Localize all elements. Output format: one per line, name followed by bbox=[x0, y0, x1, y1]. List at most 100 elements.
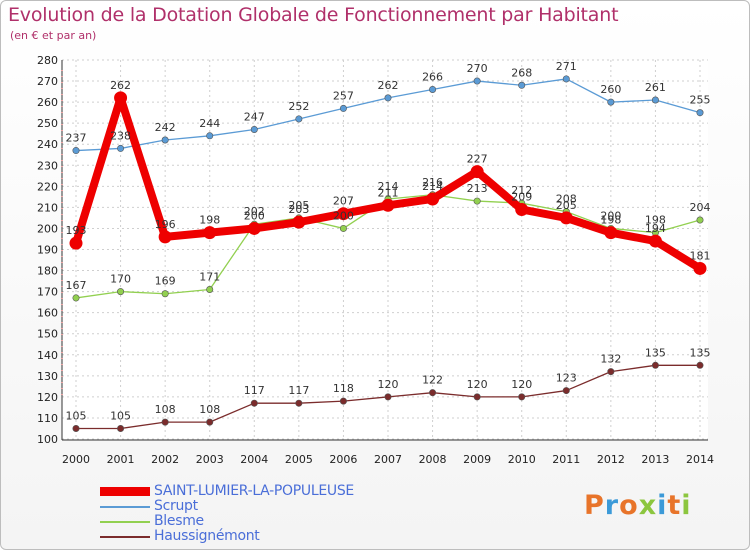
data-label: 120 bbox=[378, 378, 399, 391]
data-point bbox=[473, 197, 481, 205]
y-tick-label: 170 bbox=[37, 286, 58, 299]
y-tick-label: 100 bbox=[37, 433, 58, 446]
legend-label: SAINT-LUMIER-LA-POPULEUSE bbox=[154, 483, 354, 499]
y-tick-label: 230 bbox=[37, 159, 58, 172]
x-tick-label: 2008 bbox=[419, 453, 447, 466]
data-point bbox=[384, 393, 392, 401]
logo-letter: t bbox=[667, 490, 682, 521]
data-point bbox=[518, 81, 526, 89]
data-point bbox=[426, 192, 440, 206]
data-point bbox=[559, 211, 573, 225]
data-label: 200 bbox=[600, 209, 621, 222]
data-label: 261 bbox=[645, 81, 666, 94]
y-tick-label: 250 bbox=[37, 117, 58, 130]
x-tick-label: 2007 bbox=[374, 453, 402, 466]
data-point bbox=[651, 96, 659, 104]
y-tick-label: 120 bbox=[37, 391, 58, 404]
data-label: 171 bbox=[199, 271, 220, 284]
y-tick-label: 160 bbox=[37, 307, 58, 320]
data-point bbox=[562, 75, 570, 83]
data-label: 205 bbox=[288, 199, 309, 212]
data-point bbox=[114, 91, 128, 105]
data-point bbox=[117, 288, 125, 296]
y-tick-label: 140 bbox=[37, 349, 58, 362]
data-label: 266 bbox=[422, 70, 443, 83]
data-label: 181 bbox=[690, 249, 711, 262]
x-tick-label: 2002 bbox=[151, 453, 179, 466]
data-point bbox=[696, 216, 704, 224]
x-tick-label: 2005 bbox=[285, 453, 313, 466]
data-point bbox=[562, 387, 570, 395]
data-label: 135 bbox=[645, 346, 666, 359]
x-tick-label: 2001 bbox=[107, 453, 135, 466]
data-point bbox=[206, 286, 214, 294]
logo-letter: i bbox=[681, 490, 692, 521]
data-label: 167 bbox=[66, 279, 87, 292]
y-tick-label: 240 bbox=[37, 138, 58, 151]
data-label: 117 bbox=[244, 384, 265, 397]
data-point bbox=[206, 418, 214, 426]
logo-letter: i bbox=[657, 490, 668, 521]
legend-label: Haussignémont bbox=[154, 528, 260, 544]
data-label: 200 bbox=[333, 209, 354, 222]
y-tick-label: 150 bbox=[37, 328, 58, 341]
logo-letter: o bbox=[619, 490, 639, 521]
y-tick-label: 270 bbox=[37, 75, 58, 88]
y-tick-label: 280 bbox=[37, 54, 58, 67]
data-label: 135 bbox=[690, 346, 711, 359]
data-label: 237 bbox=[66, 132, 87, 145]
data-point bbox=[206, 132, 214, 140]
data-point bbox=[339, 397, 347, 405]
data-point bbox=[161, 418, 169, 426]
data-point bbox=[607, 98, 615, 106]
data-label: 204 bbox=[690, 201, 711, 214]
data-point bbox=[429, 85, 437, 93]
data-label: 262 bbox=[378, 79, 399, 92]
x-tick-label: 2014 bbox=[686, 453, 714, 466]
y-tick-label: 180 bbox=[37, 265, 58, 278]
data-point bbox=[336, 207, 350, 221]
chart-subtitle: (en € et par an) bbox=[10, 29, 97, 42]
legend-label: Scrupt bbox=[154, 498, 198, 514]
data-label: 252 bbox=[288, 100, 309, 113]
data-label: 207 bbox=[333, 195, 354, 208]
data-point bbox=[651, 361, 659, 369]
data-label: 203 bbox=[288, 203, 309, 216]
data-label: 212 bbox=[511, 184, 532, 197]
data-point bbox=[72, 424, 80, 432]
data-label: 193 bbox=[66, 224, 87, 237]
data-label: 105 bbox=[66, 409, 87, 422]
y-tick-label: 190 bbox=[37, 244, 58, 257]
data-label: 244 bbox=[199, 117, 220, 130]
data-point bbox=[648, 234, 662, 248]
y-tick-label: 260 bbox=[37, 96, 58, 109]
data-point bbox=[384, 94, 392, 102]
data-point bbox=[247, 221, 261, 235]
data-label: 118 bbox=[333, 382, 354, 395]
data-point bbox=[339, 104, 347, 112]
data-point bbox=[161, 136, 169, 144]
data-label: 194 bbox=[645, 222, 666, 235]
data-point bbox=[696, 109, 704, 117]
data-point bbox=[117, 144, 125, 152]
data-label: 214 bbox=[378, 180, 399, 193]
data-label: 196 bbox=[155, 218, 176, 231]
data-label: 198 bbox=[645, 214, 666, 227]
data-point bbox=[429, 389, 437, 397]
data-label: 214 bbox=[422, 180, 443, 193]
data-point bbox=[470, 165, 484, 179]
logo-letter: x bbox=[638, 490, 658, 521]
data-point bbox=[72, 294, 80, 302]
data-label: 132 bbox=[600, 353, 621, 366]
data-point bbox=[339, 224, 347, 232]
data-label: 242 bbox=[155, 121, 176, 134]
data-point bbox=[203, 226, 217, 240]
data-point bbox=[161, 290, 169, 298]
data-label: 270 bbox=[467, 62, 488, 75]
data-label: 108 bbox=[199, 403, 220, 416]
data-label: 255 bbox=[690, 94, 711, 107]
data-point bbox=[295, 115, 303, 123]
data-point bbox=[72, 147, 80, 155]
data-label: 260 bbox=[600, 83, 621, 96]
data-label: 271 bbox=[556, 60, 577, 73]
